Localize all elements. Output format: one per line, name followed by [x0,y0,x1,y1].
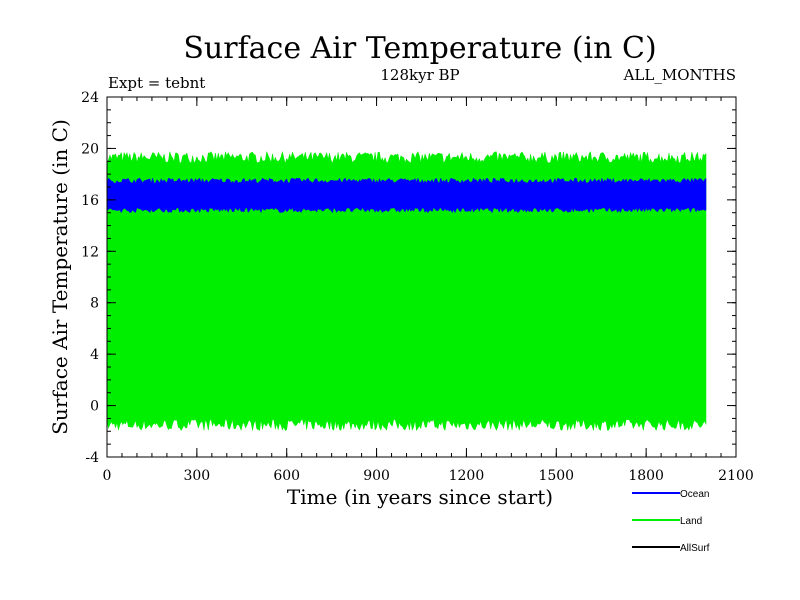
chart-left-note: Expt = tebnt [108,74,205,92]
x-tick-label: 300 [183,468,210,484]
legend-label-ocean: Ocean [680,489,709,500]
x-tick-label: 0 [103,468,112,484]
y-tick-label: 24 [81,90,99,106]
x-axis-label: Time (in years since start) [287,485,553,509]
legend-label-allsurf: AllSurf [680,543,710,554]
x-tick-label: 900 [363,468,390,484]
y-tick-label: 8 [90,296,99,312]
series-land [106,150,707,432]
x-tick-label: 600 [273,468,300,484]
legend-label-land: Land [680,516,702,527]
y-tick-label: 20 [81,141,99,157]
y-tick-label: 12 [81,244,99,260]
plot-frame [106,96,737,458]
y-tick-label: -4 [85,450,99,466]
chart-subtitle: 128kyr BP [380,66,459,84]
y-axis-label: Surface Air Temperature (in C) [48,119,72,435]
y-tick-label: 0 [90,399,99,415]
y-tick-label: 4 [90,347,99,363]
y-tick-label: 16 [81,193,99,209]
series-ocean [106,177,707,214]
chart-title: Surface Air Temperature (in C) [183,31,656,66]
x-tick-label: 1500 [538,468,574,484]
x-tick-label: 1800 [628,468,664,484]
chart-right-note: ALL_MONTHS [623,66,736,84]
x-tick-label: 1200 [449,468,485,484]
x-tick-label: 2100 [718,468,754,484]
